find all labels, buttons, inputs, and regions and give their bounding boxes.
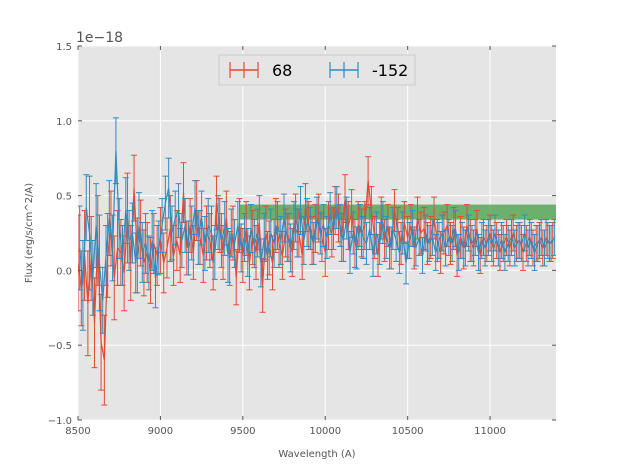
x-tick-label: 11000 — [474, 426, 506, 437]
legend: 68 -152 — [218, 54, 416, 86]
y-tick-label: 1.5 — [56, 42, 72, 53]
legend-label: 68 — [272, 61, 292, 80]
series-1 — [76, 117, 558, 334]
y-axis-ticks: −1.0 −0.5 0.0 0.5 1.0 1.5 — [48, 42, 556, 427]
x-tick-label: 8500 — [65, 426, 90, 437]
x-axis-label: Wavelength (A) — [278, 449, 355, 460]
y-axis-offset-label: 1e−18 — [76, 30, 123, 46]
x-tick-label: 9000 — [148, 426, 173, 437]
legend-item-1: -152 — [329, 61, 408, 80]
y-tick-label: −0.5 — [48, 341, 72, 352]
y-tick-label: 0.0 — [56, 266, 72, 277]
y-tick-label: 1.0 — [56, 117, 72, 128]
series-line — [79, 150, 555, 301]
y-tick-label: 0.5 — [56, 192, 72, 203]
legend-item-0: 68 — [229, 61, 292, 80]
x-tick-label: 10500 — [392, 426, 424, 437]
y-tick-label: −1.0 — [48, 416, 72, 427]
legend-label: -152 — [372, 61, 408, 80]
x-tick-label: 9500 — [230, 426, 255, 437]
x-tick-label: 10000 — [309, 426, 341, 437]
x-axis-ticks: 8500 9000 9500 10000 10500 11000 — [65, 46, 506, 437]
y-axis-label: Flux (erg/s/cm^2/A) — [24, 183, 35, 283]
series-layer — [75, 117, 558, 406]
